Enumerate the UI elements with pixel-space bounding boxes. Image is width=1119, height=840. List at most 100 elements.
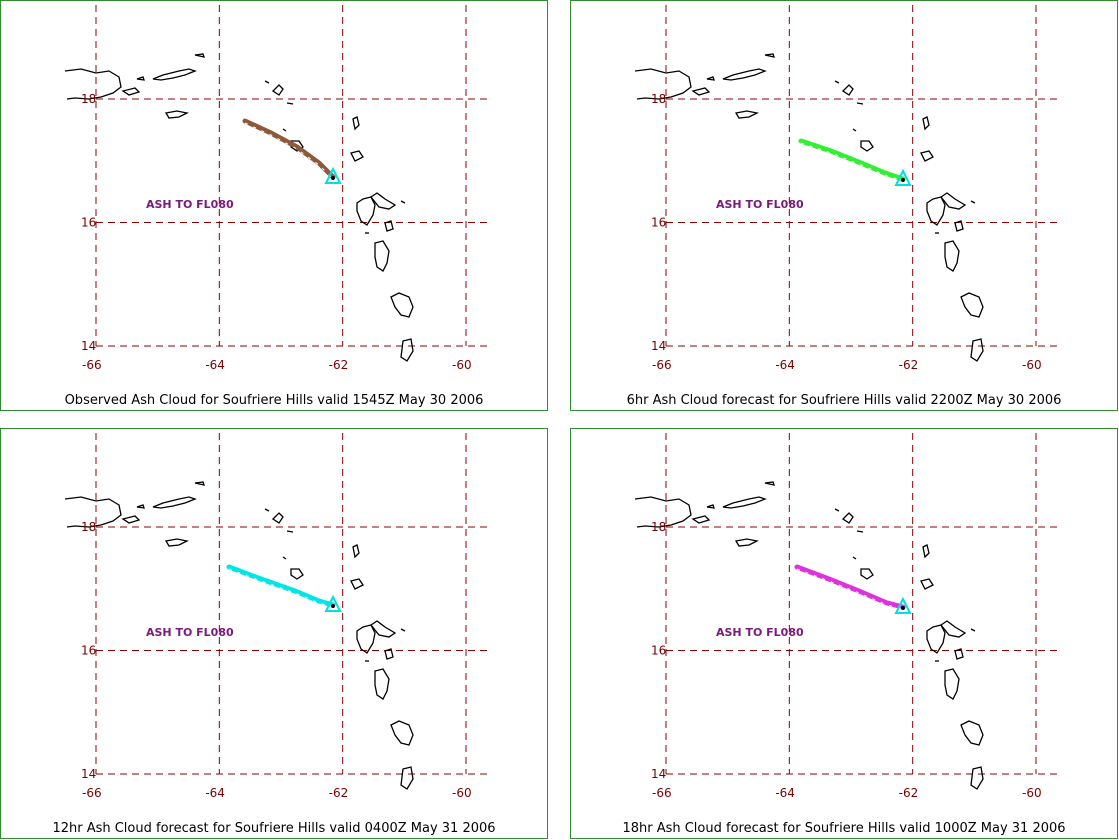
coastline xyxy=(400,766,414,790)
coastline xyxy=(634,496,692,528)
volcano-marker-icon xyxy=(324,166,342,184)
coastline xyxy=(271,84,284,96)
coastline xyxy=(856,530,864,533)
lon-tick-label: -60 xyxy=(1022,358,1042,372)
coastline xyxy=(691,515,711,524)
coastline xyxy=(152,68,197,81)
coastline xyxy=(164,538,189,547)
coastline xyxy=(691,87,711,96)
volcano-marker-icon xyxy=(324,594,342,612)
ash-plume-hatch xyxy=(800,142,904,182)
coastline xyxy=(356,196,376,226)
coastline xyxy=(400,628,406,632)
lon-tick-label: -64 xyxy=(205,786,225,800)
map-panel-6hr: ASH TO FL080 -66 -64 -62 -60 18 16 14 6hr Ash C… xyxy=(570,0,1118,411)
coastline xyxy=(834,80,840,84)
coastline xyxy=(384,220,394,232)
volcano-dot xyxy=(901,606,905,610)
volcano-marker-icon xyxy=(894,596,912,614)
coastline xyxy=(706,76,715,81)
lon-tick-label: -60 xyxy=(452,358,472,372)
coastline xyxy=(970,628,976,632)
lat-tick-label: 14 xyxy=(81,339,96,353)
lat-tick-label: 14 xyxy=(651,767,666,781)
map-panel-12hr: ASH TO FL080 -66 -64 -62 -60 18 16 14 12hr Ash … xyxy=(0,428,548,839)
coastline xyxy=(290,568,304,580)
coastline xyxy=(764,481,775,486)
coastline xyxy=(940,192,967,210)
ash-level-annotation: ASH TO FL080 xyxy=(716,626,804,639)
coastline xyxy=(264,80,270,84)
coastline xyxy=(282,556,287,560)
coastline xyxy=(852,128,857,132)
coastline xyxy=(352,544,360,559)
coastline xyxy=(954,220,964,232)
lat-tick-label: 14 xyxy=(81,767,96,781)
coastline xyxy=(282,128,287,132)
coastline xyxy=(944,668,960,700)
coastline xyxy=(350,578,364,590)
coastline xyxy=(400,338,414,362)
coastline xyxy=(920,578,934,590)
ash-level-annotation: ASH TO FL080 xyxy=(146,198,234,211)
lat-tick-label: 18 xyxy=(81,520,96,534)
coastline xyxy=(920,150,934,162)
lat-tick-label: 16 xyxy=(651,644,666,658)
coastline xyxy=(400,200,406,204)
volcano-dot xyxy=(331,604,335,608)
ash-map: ASH TO FL080 -66 -64 -62 -60 18 16 14 xyxy=(64,433,488,800)
coastline xyxy=(954,648,964,660)
coastline xyxy=(152,496,197,509)
coastline xyxy=(970,766,984,790)
coastline xyxy=(194,53,205,58)
coastline xyxy=(286,102,294,105)
ash-map: ASH TO FL080 -66 -64 -62 -60 18 16 14 xyxy=(634,433,1058,800)
coastline xyxy=(390,292,414,318)
coastline xyxy=(706,504,715,509)
coastline xyxy=(860,568,874,580)
lon-tick-label: -62 xyxy=(899,786,919,800)
lon-tick-label: -62 xyxy=(899,358,919,372)
coastline xyxy=(722,496,767,509)
coastline xyxy=(390,720,414,746)
volcano-marker-icon xyxy=(894,168,912,186)
coastline xyxy=(264,508,270,512)
coastline xyxy=(121,515,141,524)
lon-tick-label: -64 xyxy=(205,358,225,372)
ash-plume xyxy=(794,564,906,610)
coastline xyxy=(374,668,390,700)
coastline xyxy=(764,53,775,58)
coastline xyxy=(136,76,145,81)
lon-tick-label: -62 xyxy=(329,786,349,800)
ash-plume xyxy=(226,564,336,608)
ash-level-annotation: ASH TO FL080 xyxy=(716,198,804,211)
coastline xyxy=(970,338,984,362)
coastline xyxy=(856,102,864,105)
coastline xyxy=(350,150,364,162)
map-panel-18hr: ASH TO FL080 -66 -64 -62 -60 18 16 14 18hr Ash … xyxy=(570,428,1118,839)
coastline xyxy=(960,292,984,318)
coastline xyxy=(164,110,189,119)
ash-plume-hatch xyxy=(228,568,334,608)
lon-tick-label: -66 xyxy=(652,358,672,372)
map-panel-observed: ASH TO FL080 -66 -64 -62 -60 18 16 14 Observed … xyxy=(0,0,548,411)
coastline xyxy=(352,116,360,131)
lon-tick-label: -60 xyxy=(1022,786,1042,800)
coastline xyxy=(922,116,930,131)
coastline xyxy=(970,200,976,204)
ash-level-annotation: ASH TO FL080 xyxy=(146,626,234,639)
coastline xyxy=(136,504,145,509)
lon-tick-label: -66 xyxy=(652,786,672,800)
coastline xyxy=(944,240,960,272)
coastline xyxy=(841,512,854,524)
coastline xyxy=(64,68,122,100)
coastline xyxy=(960,720,984,746)
lon-tick-label: -64 xyxy=(775,358,795,372)
coastline xyxy=(121,87,141,96)
ash-plume xyxy=(242,118,336,180)
lat-tick-label: 16 xyxy=(651,216,666,230)
lon-tick-label: -64 xyxy=(775,786,795,800)
coastline xyxy=(374,240,390,272)
lat-tick-label: 18 xyxy=(651,92,666,106)
lat-tick-label: 18 xyxy=(651,520,666,534)
